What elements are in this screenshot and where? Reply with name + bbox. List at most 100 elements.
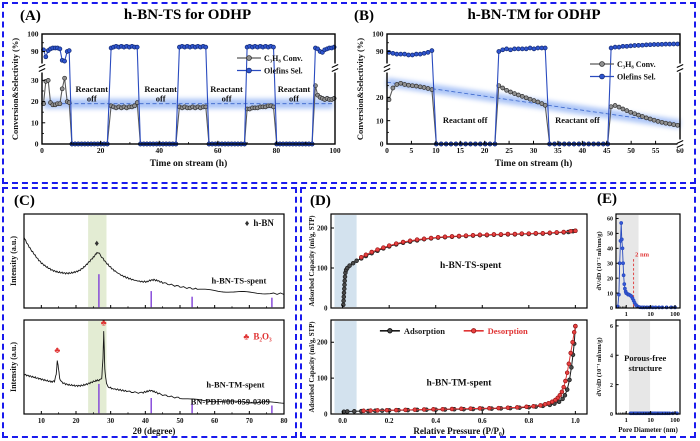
svg-text:dV/dD (10⁻¹ ml/nm/g): dV/dD (10⁻¹ ml/nm/g) (596, 337, 603, 396)
svg-text:30: 30 (530, 146, 538, 155)
svg-text:h-BN-TM-spent: h-BN-TM-spent (206, 380, 264, 390)
svg-text:♦: ♦ (95, 238, 100, 248)
svg-text:15: 15 (457, 146, 465, 155)
svg-text:100: 100 (317, 265, 328, 273)
panel-label-e: (E) (597, 191, 617, 207)
svg-text:Adsorption: Adsorption (404, 326, 445, 336)
svg-text:Reactant: Reactant (210, 84, 243, 94)
svg-text:6: 6 (610, 324, 613, 330)
svg-text:50: 50 (177, 417, 185, 425)
svg-text:♣: ♣ (101, 318, 107, 328)
svg-text:100: 100 (329, 146, 341, 155)
svg-text:Reactant off: Reactant off (555, 115, 600, 125)
panel-label-d: (D) (310, 193, 331, 209)
svg-text:Intensity (a.u.): Intensity (a.u.) (9, 342, 18, 392)
svg-text:5: 5 (410, 146, 414, 155)
panel-label-b: (B) (354, 8, 374, 24)
svg-text:Reactant: Reactant (144, 84, 177, 94)
svg-text:Time on stream (h): Time on stream (h) (150, 158, 228, 169)
svg-text:40: 40 (142, 417, 150, 425)
svg-text:0.8: 0.8 (524, 417, 533, 425)
svg-text:h-BN-TS-spent: h-BN-TS-spent (212, 276, 267, 286)
svg-text:off: off (222, 94, 232, 104)
panel-b-title: h-BN-TM for ODHP (467, 7, 601, 23)
panel-label-a: (A) (20, 8, 41, 24)
svg-text:0: 0 (324, 411, 328, 419)
svg-text:55: 55 (652, 146, 660, 155)
svg-text:0.2: 0.2 (385, 417, 394, 425)
svg-text:Olefins Sel.: Olefins Sel. (617, 72, 656, 81)
panel-a-chart: 0 20 40 60 80 100010203090100ReactantoffReact… (10, 30, 341, 169)
svg-text:2 nm: 2 nm (635, 251, 649, 258)
svg-text:2θ (degree): 2θ (degree) (133, 426, 176, 436)
svg-text:25: 25 (505, 146, 513, 155)
svg-text:0: 0 (385, 146, 389, 155)
svg-text:80: 80 (273, 146, 281, 155)
svg-text:2: 2 (610, 383, 613, 389)
svg-text:70: 70 (246, 417, 254, 425)
panel-label-c: (C) (14, 193, 35, 209)
svg-text:Intensity (a.u.): Intensity (a.u.) (9, 236, 18, 286)
svg-text:40: 40 (607, 247, 613, 253)
svg-text:50: 50 (607, 232, 613, 238)
svg-text:10: 10 (647, 417, 654, 424)
svg-text:100: 100 (317, 375, 328, 383)
svg-text:10: 10 (607, 291, 613, 297)
svg-text:0: 0 (380, 140, 384, 149)
svg-text:structure: structure (629, 363, 663, 373)
svg-text:h-BN-TM-spent: h-BN-TM-spent (427, 378, 493, 388)
svg-text:60: 60 (676, 146, 684, 155)
svg-text:Desorption: Desorption (488, 326, 528, 336)
svg-text:dV/dD (10⁻² ml/nm/g): dV/dD (10⁻² ml/nm/g) (596, 231, 603, 290)
svg-text:Adsorbed Capacity (ml/g, STP): Adsorbed Capacity (ml/g, STP) (309, 215, 316, 306)
svg-text:30: 30 (607, 261, 613, 267)
svg-text:20: 20 (31, 97, 39, 106)
svg-text:100: 100 (372, 30, 384, 39)
svg-text:C₃H₈ Conv.: C₃H₈ Conv. (264, 54, 303, 63)
svg-text:Conversion&Selectivity (%): Conversion&Selectivity (%) (355, 38, 365, 140)
svg-text:Time on stream (h): Time on stream (h) (495, 158, 573, 169)
svg-text:0: 0 (40, 146, 44, 155)
svg-text:♦: ♦ (245, 218, 250, 228)
svg-text:20: 20 (376, 93, 384, 102)
svg-text:B₂O₃: B₂O₃ (253, 332, 272, 342)
svg-text:10: 10 (376, 116, 384, 125)
bottom-left-section-box (2, 187, 297, 438)
svg-text:0.0: 0.0 (338, 417, 347, 425)
svg-text:40: 40 (155, 146, 163, 155)
svg-text:90: 90 (376, 47, 384, 56)
svg-text:Pore Diameter (nm): Pore Diameter (nm) (618, 426, 678, 434)
svg-text:200: 200 (317, 339, 328, 347)
svg-text:30: 30 (31, 76, 39, 85)
svg-text:10: 10 (432, 146, 440, 155)
svg-text:C₃H₈ Conv.: C₃H₈ Conv. (617, 60, 656, 69)
svg-text:20: 20 (73, 417, 81, 425)
svg-text:0: 0 (610, 412, 613, 418)
svg-text:100: 100 (670, 417, 680, 424)
svg-text:50: 50 (627, 146, 635, 155)
svg-text:100: 100 (27, 30, 39, 39)
svg-text:Reactant off: Reactant off (443, 115, 488, 125)
svg-text:Porous-free: Porous-free (624, 353, 666, 363)
svg-text:1: 1 (625, 311, 628, 318)
svg-text:off: off (156, 94, 166, 104)
svg-text:100: 100 (670, 311, 680, 318)
svg-text:Relative Pressure (P/P₀): Relative Pressure (P/P₀) (413, 426, 504, 436)
svg-text:0: 0 (610, 306, 613, 312)
svg-text:Reactant: Reactant (278, 84, 311, 94)
svg-text:200: 200 (317, 225, 328, 233)
svg-text:♣: ♣ (54, 345, 60, 355)
svg-text:90: 90 (31, 47, 39, 56)
svg-text:0: 0 (35, 140, 39, 149)
svg-text:10: 10 (31, 118, 39, 127)
svg-text:45: 45 (603, 146, 611, 155)
svg-text:0.6: 0.6 (478, 417, 487, 425)
svg-text:30: 30 (107, 417, 115, 425)
svg-text:4: 4 (610, 353, 613, 359)
svg-text:60: 60 (214, 146, 222, 155)
svg-text:40: 40 (579, 146, 587, 155)
svg-text:BN-PDF#00-059-0309: BN-PDF#00-059-0309 (191, 397, 270, 407)
